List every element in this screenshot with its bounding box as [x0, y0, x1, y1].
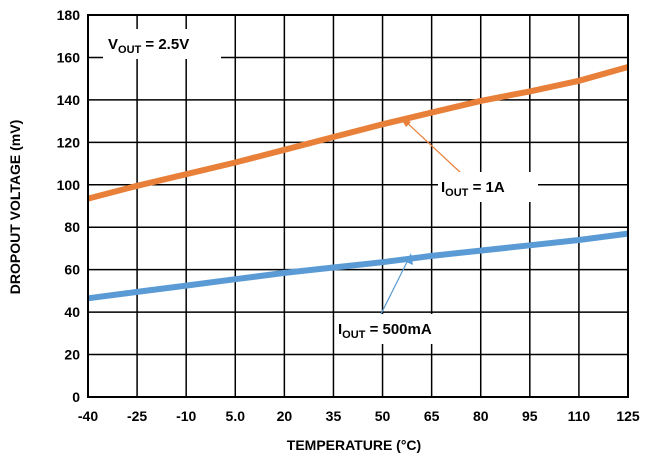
- series-500ma-arrowhead: [406, 253, 413, 265]
- condition-label: VOUT = 2.5V: [108, 36, 189, 56]
- x-tick-label: 35: [326, 408, 342, 424]
- y-tick-label: 160: [57, 49, 81, 65]
- y-tick-label: 180: [57, 7, 81, 23]
- x-tick-label: 20: [277, 408, 293, 424]
- y-tick-label: 100: [57, 177, 81, 193]
- y-tick-label: 140: [57, 92, 81, 108]
- x-tick-label: -40: [78, 408, 98, 424]
- x-tick-label: -10: [176, 408, 196, 424]
- series-500ma-pointer: [379, 257, 410, 317]
- x-tick-label: 110: [568, 408, 591, 424]
- x-tick-label: 50: [375, 408, 391, 424]
- y-axis-title: DROPOUT VOLTAGE (mV): [7, 120, 23, 294]
- y-tick-label: 0: [72, 389, 80, 405]
- series-500ma-label: IOUT = 500mA: [338, 321, 432, 341]
- x-axis-title: TEMPERATURE (°C): [287, 437, 421, 453]
- y-tick-label: 80: [64, 219, 80, 235]
- x-tick-label: -25: [127, 408, 147, 424]
- series-500ma-label-bg: [335, 314, 475, 344]
- y-tick-labels: 0 20 40 60 80 100 120 140 160 180: [57, 7, 81, 405]
- annotations: VOUT = 2.5V IOUT = 1A IOUT = 500mA: [103, 29, 538, 344]
- x-tick-label: 95: [522, 408, 538, 424]
- x-tick-label: 5.0: [226, 408, 246, 424]
- x-tick-label: 65: [424, 408, 440, 424]
- plot-frame: [87, 14, 629, 398]
- series-1a-arrowhead: [400, 117, 411, 127]
- series-line-500ma: [87, 230, 629, 302]
- series-1a-label: IOUT = 1A: [441, 179, 505, 199]
- y-tick-label: 120: [57, 134, 81, 150]
- condition-label-bg: [103, 29, 221, 59]
- x-tick-label: 80: [473, 408, 489, 424]
- series-1a-pointer: [403, 119, 463, 175]
- series-line-1a: [87, 64, 629, 202]
- series-1a-label-bg: [438, 172, 538, 202]
- x-tick-labels: -40 -25 -10 5.0 20 35 50 65 80 95 110 125: [78, 408, 640, 424]
- series-lines: [87, 64, 629, 302]
- y-tick-label: 40: [64, 304, 80, 320]
- x-tick-label: 125: [616, 408, 640, 424]
- y-tick-label: 60: [64, 262, 80, 278]
- y-tick-label: 20: [64, 347, 80, 363]
